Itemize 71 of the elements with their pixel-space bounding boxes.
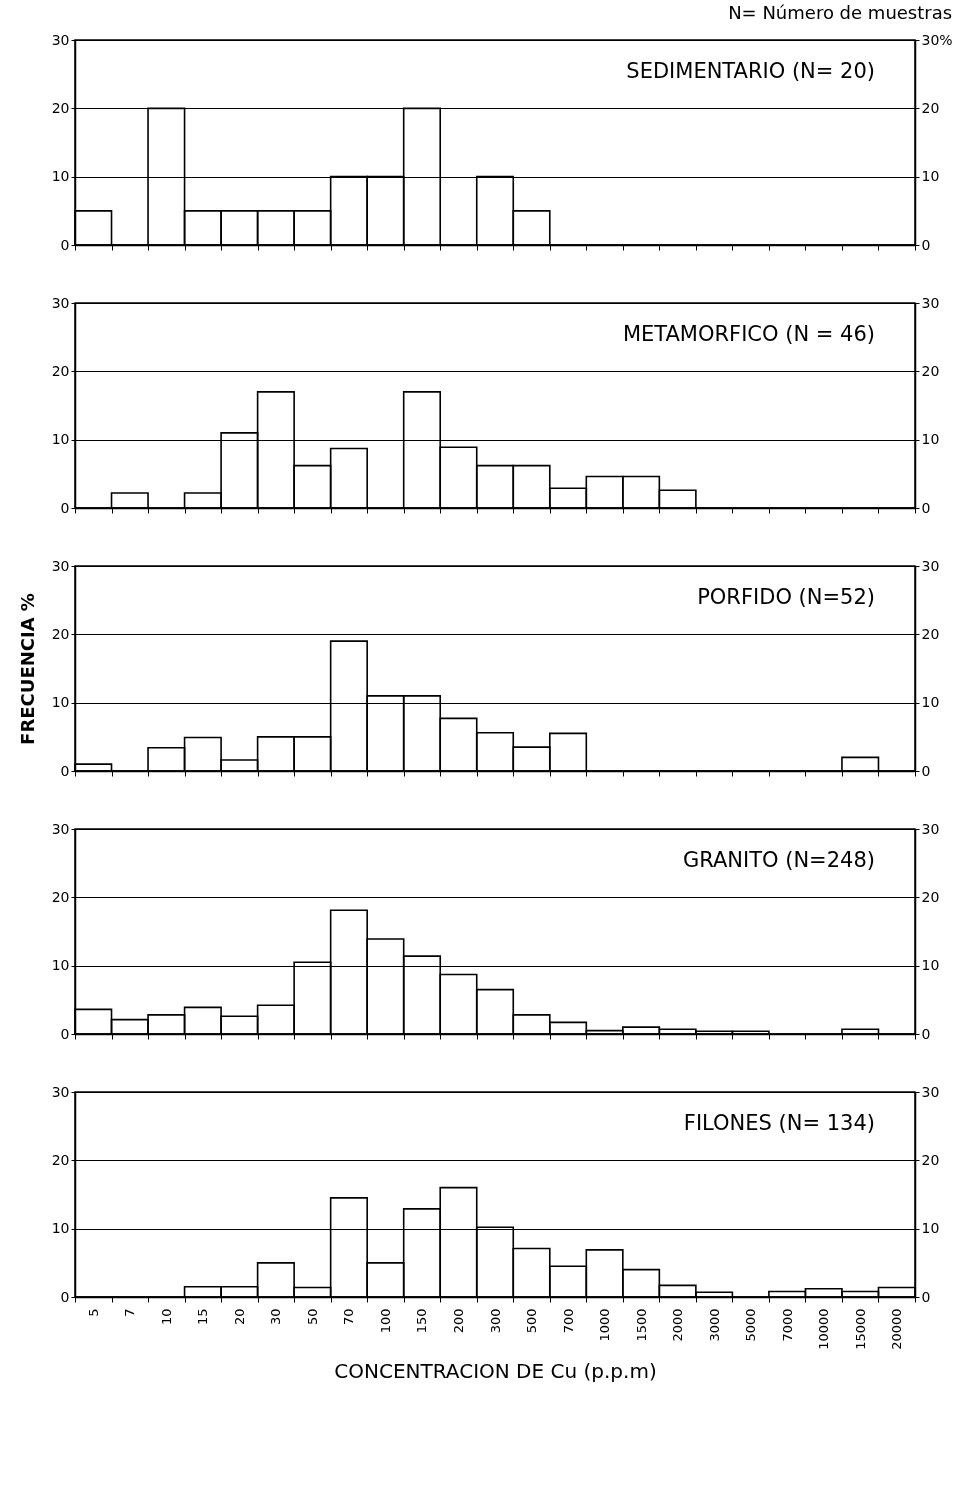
y-tick-label: 10: [51, 957, 70, 974]
y-tick-label: 30: [51, 31, 70, 48]
x-tick-label: 10: [158, 1308, 174, 1326]
x-tick-label: 1500: [633, 1308, 649, 1342]
y-tick-label: 30: [51, 1083, 70, 1100]
x-tick-label: 700: [560, 1308, 576, 1334]
y2-tick-label: 10: [921, 694, 940, 711]
y-axis-title: FRECUENCIA %: [16, 593, 38, 745]
x-tick-label: 150: [414, 1308, 430, 1334]
y-tick-label: 20: [51, 888, 70, 905]
text: SEDIMENTARIO (N= 20): [626, 59, 875, 83]
y2-tick-label: 30: [921, 1083, 940, 1100]
y2-tick-label: 0: [921, 236, 931, 253]
x-tick-label: 15000: [852, 1308, 868, 1350]
x-tick-label: 7000: [779, 1308, 795, 1342]
x-tick-label: 500: [524, 1308, 540, 1334]
y-tick-label: 10: [51, 1220, 70, 1237]
y2-tick-label: 0: [921, 1025, 931, 1042]
x-tick-label: 15: [195, 1308, 211, 1326]
x-tick-label: 3000: [706, 1308, 722, 1342]
y2-tick-label: 30%: [921, 31, 953, 48]
y-tick-label: 0: [60, 499, 70, 516]
y-tick-label: 30: [51, 820, 70, 837]
y-tick-label: 20: [51, 99, 70, 116]
y2-tick-label: 20: [921, 625, 940, 642]
y2-tick-label: 20: [921, 99, 940, 116]
x-tick-label: 50: [304, 1308, 320, 1326]
y2-tick-label: 30: [921, 820, 940, 837]
y-tick-label: 10: [51, 168, 70, 185]
x-tick-label: 10000: [816, 1308, 832, 1350]
y2-tick-label: 20: [921, 1151, 940, 1168]
x-tick-label: 200: [450, 1308, 466, 1334]
x-tick-label: 5: [85, 1308, 101, 1317]
text: N= Número de muestras: [728, 2, 953, 23]
y2-tick-label: 30: [921, 557, 940, 574]
y-tick-label: 20: [51, 362, 70, 379]
y2-tick-label: 10: [921, 957, 940, 974]
text: GRANITO (N=248): [682, 848, 875, 872]
y2-tick-label: 0: [921, 1288, 931, 1305]
x-tick-label: 20000: [889, 1308, 905, 1350]
y2-tick-label: 10: [921, 168, 940, 185]
y-tick-label: 20: [51, 1151, 70, 1168]
y-tick-label: 30: [51, 294, 70, 311]
x-tick-label: 7: [122, 1308, 138, 1317]
x-tick-label: 300: [487, 1308, 503, 1334]
y-tick-label: 0: [60, 1025, 70, 1042]
x-axis-title: CONCENTRACION DE Cu (p.p.m): [334, 1358, 657, 1383]
y-tick-label: 10: [51, 431, 70, 448]
x-tick-label: 70: [341, 1308, 357, 1326]
x-tick-label: 5000: [743, 1308, 759, 1342]
text: PORFIDO (N=52): [697, 585, 875, 609]
y-tick-label: 0: [60, 1288, 70, 1305]
y2-tick-label: 0: [921, 499, 931, 516]
y2-tick-label: 10: [921, 1220, 940, 1237]
y2-tick-label: 20: [921, 362, 940, 379]
y2-tick-label: 10: [921, 431, 940, 448]
y-tick-label: 0: [60, 762, 70, 779]
y-tick-label: 20: [51, 625, 70, 642]
x-tick-label: 30: [268, 1308, 284, 1326]
text: FILONES (N= 134): [683, 1111, 875, 1135]
y2-tick-label: 30: [921, 294, 940, 311]
x-tick-label: 100: [377, 1308, 393, 1334]
y-tick-label: 0: [60, 236, 70, 253]
text: METAMORFICO (N = 46): [622, 322, 875, 346]
x-tick-label: 1000: [597, 1308, 613, 1342]
y2-tick-label: 0: [921, 762, 931, 779]
y-tick-label: 30: [51, 557, 70, 574]
y2-tick-label: 20: [921, 888, 940, 905]
y-tick-label: 10: [51, 694, 70, 711]
x-tick-label: 20: [231, 1308, 247, 1326]
x-tick-label: 2000: [670, 1308, 686, 1342]
